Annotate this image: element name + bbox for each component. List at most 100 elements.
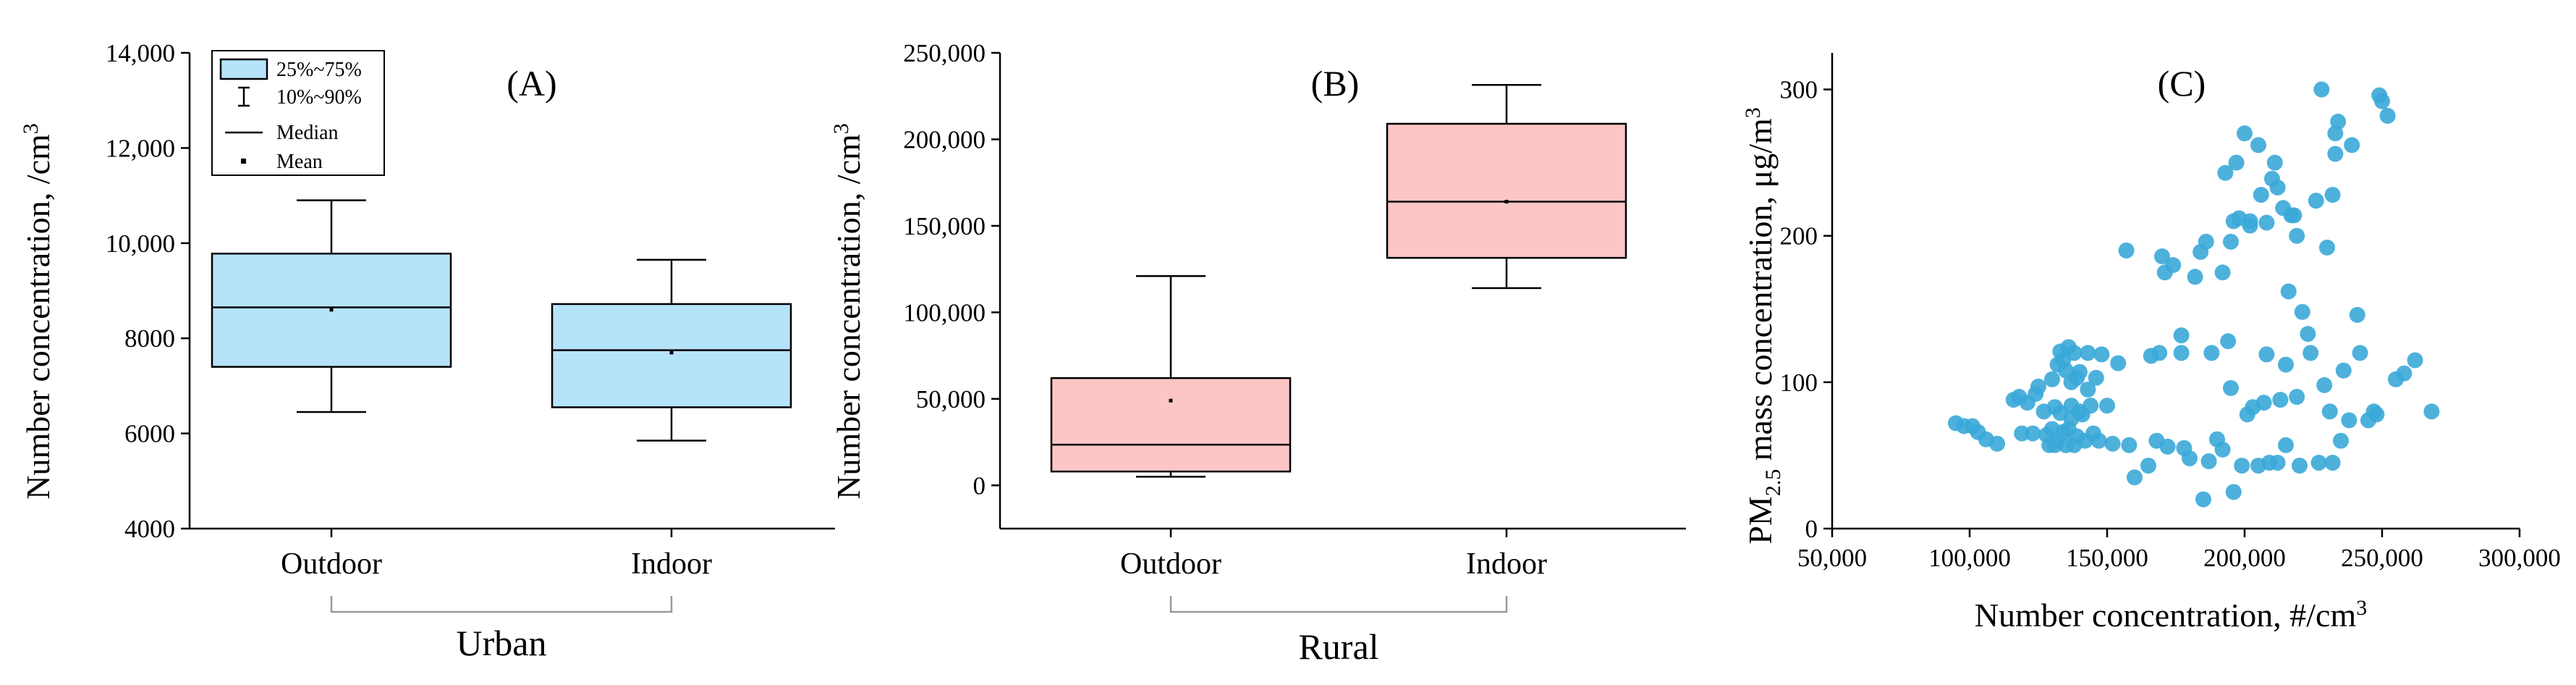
scatter-point <box>2173 327 2190 344</box>
panel-a-urban-boxplot: (A) Number concentration, /cm3 4000 6000 8… <box>19 39 835 663</box>
scatter-point <box>2278 437 2294 453</box>
scatter-point <box>2217 164 2234 181</box>
category-label: Outdoor <box>281 547 382 581</box>
y-tick-label: 0 <box>1805 515 1818 543</box>
scatter-point <box>1989 435 2005 452</box>
scatter-point <box>2080 345 2096 361</box>
x-tick-label: 50,000 <box>1797 544 1867 572</box>
group-bracket <box>1169 596 1508 613</box>
scatter-point <box>2278 356 2294 373</box>
scatter-point <box>2308 193 2324 209</box>
scatter-point <box>2335 362 2352 379</box>
scatter-point <box>2225 484 2242 500</box>
scatter-point <box>2396 365 2412 382</box>
scatter-point <box>2228 154 2245 171</box>
scatter-point <box>2165 257 2182 274</box>
scatter-point <box>2266 154 2283 171</box>
panel-b-rural-boxplot: (B) Number concentration, /cm3 0 50,000 10… <box>829 39 1686 667</box>
mean-marker <box>329 308 334 312</box>
scatter-point <box>2324 455 2341 471</box>
scatter-point <box>2182 450 2198 466</box>
scatter-point <box>2313 81 2330 98</box>
scatter-point <box>2154 248 2170 264</box>
y-tick-label: 6000 <box>124 420 175 448</box>
panel-a-y-axis-title: Number concentration, /cm3 <box>19 123 56 500</box>
scatter-point <box>2083 398 2099 414</box>
scatter-point <box>2368 406 2385 423</box>
scatter-point <box>2255 395 2272 411</box>
scatter-point <box>2349 306 2365 323</box>
scatter-point <box>2258 346 2275 363</box>
y-tick-label: 200 <box>1780 222 1818 251</box>
scatter-point <box>2223 379 2239 396</box>
legend-label-whisker: 10%~90% <box>276 86 362 109</box>
panel-c-scatter: (C) Number concentration, #/cm3 PM2.5 ma… <box>1741 53 2561 634</box>
panel-b-tag: (B) <box>1311 63 1360 104</box>
scatter-point <box>2104 435 2121 452</box>
scatter-point <box>2220 333 2237 350</box>
scatter-point <box>2302 345 2319 361</box>
y-tick-label: 100,000 <box>903 298 986 327</box>
scatter-point <box>2223 233 2239 250</box>
legend-label-median: Median <box>276 122 339 144</box>
scatter-point <box>2159 438 2176 455</box>
category-label: Outdoor <box>1120 547 1221 581</box>
scatter-point <box>2330 114 2347 130</box>
panel-c-x-axis-title: Number concentration, #/cm3 <box>1975 596 2368 634</box>
x-tick-label: 150,000 <box>2066 544 2148 572</box>
mean-marker <box>669 350 674 355</box>
scatter-point <box>2272 392 2289 408</box>
scatter-point <box>2333 432 2349 449</box>
scatter-point <box>2324 187 2341 203</box>
scatter-point <box>2250 137 2266 154</box>
scatter-point <box>2187 269 2203 285</box>
scatter-point <box>2253 187 2269 203</box>
scatter-point <box>2063 411 2080 427</box>
group-label: Urban <box>457 623 547 663</box>
y-tick-label: 200,000 <box>903 125 986 154</box>
y-tick-label: 50,000 <box>916 385 986 413</box>
x-tick-label: 250,000 <box>2341 544 2423 572</box>
scatter-point <box>2072 363 2088 380</box>
scatter-point <box>2127 469 2143 486</box>
legend-mean-swatch <box>241 159 246 164</box>
scatter-point <box>2044 371 2060 387</box>
scatter-point <box>2093 346 2110 363</box>
panel-a-tag: (A) <box>507 63 556 104</box>
scatter-point <box>2292 458 2308 474</box>
scatter-point <box>2258 214 2275 231</box>
category-label: Indoor <box>631 547 712 581</box>
iqr-box <box>551 303 792 408</box>
panel-c-y-axis-title: PM2.5 mass concentration, μg/m3 <box>1741 107 1785 545</box>
category-label: Indoor <box>1466 547 1547 581</box>
x-tick-label: 100,000 <box>1928 544 2011 572</box>
y-tick-label: 14,000 <box>106 39 175 67</box>
scatter-point <box>2300 326 2316 342</box>
panel-c-tag: (C) <box>2158 63 2206 104</box>
scatter-point <box>2151 345 2168 361</box>
scatter-point <box>2319 239 2335 256</box>
scatter-point <box>2214 441 2231 458</box>
scatter-point <box>2341 412 2357 429</box>
scatter-point <box>2014 425 2030 442</box>
scatter-point <box>2118 242 2135 259</box>
scatter-point <box>2269 455 2286 471</box>
scatter-point <box>2379 107 2396 124</box>
scatter-point <box>2200 453 2217 470</box>
mean-marker <box>1169 398 1173 403</box>
scatter-point <box>2011 389 2028 405</box>
y-tick-label: 4000 <box>124 515 175 543</box>
scatter-point <box>2344 137 2360 154</box>
scatter-point <box>2234 458 2250 474</box>
scatter-point <box>2310 455 2327 471</box>
scatter-point <box>2242 217 2258 234</box>
mean-marker <box>1504 199 1509 203</box>
scatter-point <box>2203 345 2220 361</box>
scatter-point <box>2352 345 2368 361</box>
x-tick-label: 300,000 <box>2478 544 2561 572</box>
scatter-point <box>2423 403 2440 420</box>
scatter-point <box>2099 398 2115 414</box>
y-tick-label: 10,000 <box>106 230 175 258</box>
scatter-point <box>2294 303 2310 320</box>
scatter-point <box>2289 227 2305 244</box>
